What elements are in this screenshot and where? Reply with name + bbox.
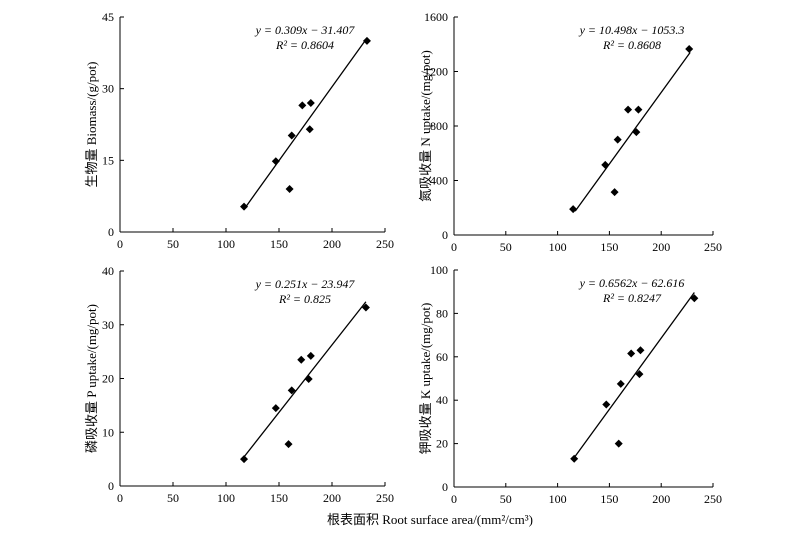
x-tick-label: 100 [217,237,235,251]
r-squared-label: R² = 0.8247 [602,291,662,305]
data-point [287,131,296,140]
panel-n_uptake: 0 50 100 150 200 250 0 400 800 1200 1600 氮吸收量 N upt… [418,10,722,254]
y-axis-label: 磷吸收量 P uptake/(mg/pot) [84,304,99,453]
x-tick-label: 200 [652,492,670,506]
data-point [690,294,699,303]
panel-p_uptake: 0 50 100 150 200 250 0 10 20 30 40 磷吸收量 P uptake/(m… [84,264,394,505]
data-point [284,440,293,449]
data-point [610,188,619,197]
x-tick-label: 200 [323,491,341,505]
y-tick-label: 0 [108,225,114,239]
x-tick-label: 0 [117,491,123,505]
y-tick-label: 20 [436,437,448,451]
r-squared-label: R² = 0.825 [278,292,331,306]
data-point [285,185,294,193]
x-tick-label: 250 [704,240,722,254]
data-point [634,105,643,114]
data-point [636,346,645,355]
x-tick-label: 50 [500,240,512,254]
y-axis-label: 钾吸收量 K uptake/(mg/pot) [418,303,433,455]
x-tick-label: 150 [600,240,618,254]
y-tick-label: 1200 [424,65,448,79]
regression-line [574,292,695,457]
data-point [601,160,610,169]
x-tick-label: 200 [652,240,670,254]
y-tick-label: 40 [102,264,114,278]
y-tick-label: 0 [108,479,114,493]
data-point [602,400,611,409]
r-squared-label: R² = 0.8608 [602,38,661,52]
y-tick-label: 400 [430,174,448,188]
data-point [632,128,641,137]
regression-line [242,301,367,459]
y-tick-label: 0 [442,480,448,494]
data-point [685,45,694,54]
y-tick-label: 800 [430,119,448,133]
data-point [240,202,249,211]
y-tick-label: 30 [102,318,114,332]
y-tick-label: 100 [430,263,448,277]
data-point [306,351,315,360]
data-point [624,105,633,114]
data-point [361,303,370,312]
data-point [362,36,371,45]
data-point [271,157,280,166]
regression-equation: y = 0.251x − 23.947 [255,277,356,291]
y-tick-label: 0 [442,228,448,242]
x-tick-label: 100 [549,240,567,254]
regression-equation: y = 0.309x − 31.407 [255,23,356,37]
x-tick-label: 150 [270,491,288,505]
data-point [306,99,315,107]
data-point [616,379,625,388]
x-tick-label: 150 [600,492,618,506]
x-tick-label: 0 [451,492,457,506]
panel-biomass: 0 50 100 150 200 250 0 15 30 45 生物量 Biomass/(g/pot… [84,10,394,251]
x-tick-label: 100 [217,491,235,505]
x-tick-label: 0 [451,240,457,254]
y-tick-label: 1600 [424,10,448,24]
data-point [305,125,314,134]
x-tick-label: 50 [167,491,179,505]
r-squared-label: R² = 0.8604 [275,38,334,52]
x-tick-label: 50 [500,492,512,506]
data-point [614,439,623,448]
data-point [271,404,280,413]
x-tick-label: 50 [167,237,179,251]
regression-line [243,37,368,210]
x-tick-label: 250 [704,492,722,506]
regression-equation: y = 10.498x − 1053.3 [579,23,685,37]
y-tick-label: 20 [102,372,114,386]
data-point [635,370,644,379]
y-tick-label: 80 [436,306,448,320]
regression-equation: y = 0.6562x − 62.616 [579,276,685,290]
data-point [569,205,578,214]
x-tick-label: 250 [376,237,394,251]
data-point [570,454,579,463]
y-tick-label: 60 [436,350,448,364]
y-tick-label: 45 [102,10,114,24]
x-tick-label: 0 [117,237,123,251]
panel-k_uptake: 0 50 100 150 200 250 0 20 40 60 80 100 钾吸收量 K uptake… [418,263,722,506]
data-point [613,135,622,144]
y-axis-label: 氮吸收量 N uptake/(mg/pot) [418,50,433,202]
data-point [297,355,306,364]
y-tick-label: 40 [436,393,448,407]
y-tick-label: 10 [102,425,114,439]
data-point [287,386,296,395]
x-tick-label: 250 [376,491,394,505]
y-tick-label: 15 [102,153,114,167]
data-point [627,349,636,358]
x-axis-label: 根表面积 Root surface area/(mm²/cm³) [327,512,533,527]
x-tick-label: 200 [323,237,341,251]
y-tick-label: 30 [102,82,114,96]
x-tick-label: 150 [270,237,288,251]
data-point [304,375,313,384]
data-point [240,455,249,464]
x-tick-label: 100 [549,492,567,506]
data-point [298,101,307,110]
y-axis-label: 生物量 Biomass/(g/pot) [84,61,99,187]
